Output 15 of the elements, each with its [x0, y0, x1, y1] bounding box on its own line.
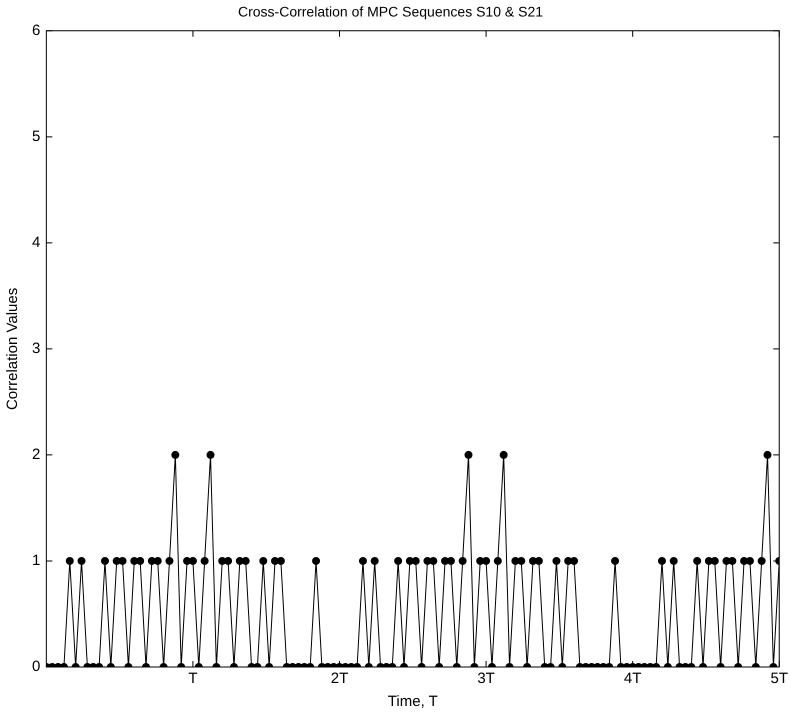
- x-tick-label: T: [188, 670, 198, 688]
- x-tick-label: 4T: [624, 670, 642, 688]
- x-tick-label: 5T: [770, 670, 788, 688]
- y-axis-title: Correlation Values: [4, 288, 22, 410]
- chart-title: Cross-Correlation of MPC Sequences S10 & S21: [238, 3, 544, 20]
- y-tick-label: 4: [32, 234, 40, 252]
- y-tick-label: 5: [32, 128, 40, 145]
- x-tick-label: 3T: [477, 670, 495, 688]
- x-axis-title: Time, T: [388, 693, 438, 710]
- y-tick-label: 3: [32, 340, 40, 358]
- y-tick-label: 1: [32, 552, 40, 570]
- y-tick-label: 6: [32, 22, 40, 39]
- y-tick-label: 2: [32, 446, 40, 464]
- x-tick-label: 2T: [330, 670, 348, 688]
- y-tick-label: 0: [32, 658, 40, 676]
